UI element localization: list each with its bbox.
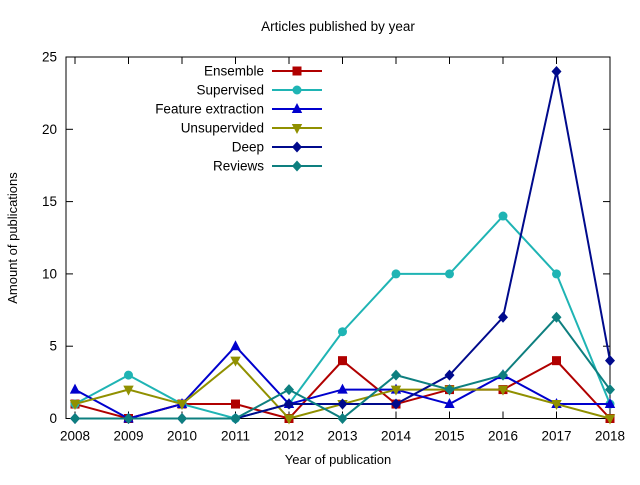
y-tick-label: 25 [42, 50, 57, 65]
legend-item-label: Feature extraction [155, 102, 264, 117]
series-marker-deep [605, 355, 615, 367]
series-marker-deep [551, 65, 562, 77]
series-marker-reviews [284, 384, 294, 396]
legend-item-label: Reviews [213, 159, 264, 174]
series-marker-reviews [605, 384, 615, 396]
series-marker-deep [284, 398, 294, 410]
legend-item-label: Deep [232, 140, 264, 155]
series-marker-feature-extraction [604, 398, 616, 409]
y-tick-label: 0 [49, 411, 57, 426]
series-marker-reviews [444, 384, 455, 396]
series-marker-supervised [338, 327, 347, 337]
chart-title: Articles published by year [261, 19, 415, 34]
y-tick-label: 10 [42, 266, 57, 281]
series-marker-unsupervided [176, 400, 188, 411]
series-marker-feature-extraction [69, 383, 81, 394]
series-marker-feature-extraction [337, 383, 348, 394]
x-tick-label: 2008 [60, 429, 90, 444]
series-marker-deep [498, 311, 508, 323]
series-marker-supervised [498, 211, 508, 221]
series-marker-unsupervided [497, 385, 509, 396]
x-tick-label: 2015 [434, 429, 464, 444]
series-marker-supervised [391, 269, 401, 279]
x-tick-label: 2014 [381, 429, 412, 444]
x-tick-label: 2010 [167, 429, 197, 444]
series-marker-unsupervided [283, 414, 295, 425]
legend-sample-marker [292, 160, 302, 172]
y-tick-label: 15 [42, 194, 57, 209]
y-tick-label: 20 [42, 122, 57, 137]
legend-sample-marker [291, 103, 303, 113]
x-tick-label: 2017 [541, 429, 571, 444]
series-marker-reviews [70, 413, 80, 424]
series-marker-deep [444, 369, 455, 381]
series-marker-feature-extraction [230, 340, 241, 351]
legend-sample-marker [292, 66, 302, 76]
legend-sample-marker [292, 85, 302, 95]
y-axis-label: Amount of publications [5, 172, 20, 304]
series-marker-reviews [177, 413, 187, 424]
series-marker-reviews [551, 311, 562, 323]
series-marker-reviews [123, 413, 134, 424]
x-tick-label: 2009 [113, 429, 143, 444]
y-tick-label: 5 [49, 339, 57, 354]
series-marker-reviews [391, 369, 401, 381]
series-marker-unsupervided [551, 400, 562, 411]
x-tick-label: 2018 [595, 429, 625, 444]
series-marker-reviews [498, 369, 508, 381]
series-marker-deep [337, 398, 348, 410]
series-marker-supervised [552, 269, 561, 279]
series-marker-supervised [445, 269, 454, 279]
series-marker-ensemble [231, 399, 240, 409]
legend-item-label: Unsupervided [181, 121, 264, 136]
series-marker-ensemble [552, 356, 561, 366]
x-tick-label: 2013 [327, 429, 357, 444]
series-marker-unsupervided [123, 385, 134, 396]
series-marker-deep [391, 398, 401, 410]
legend-item-label: Supervised [196, 83, 264, 98]
series-marker-unsupervided [390, 385, 402, 396]
x-tick-label: 2016 [488, 429, 518, 444]
x-axis-label: Year of publication [285, 452, 392, 467]
series-marker-unsupervided [230, 356, 241, 367]
legend-sample-marker [291, 124, 303, 134]
legend-item-label: Ensemble [204, 64, 264, 79]
series-marker-unsupervided [69, 400, 81, 411]
plot-area: 2008 2009 2010 2011 2012 2013 2014 2015 2016 2017… [42, 50, 625, 444]
series-marker-reviews [337, 413, 348, 424]
series-marker-feature-extraction [444, 398, 455, 409]
x-tick-label: 2012 [274, 429, 304, 444]
series-marker-unsupervided [604, 414, 616, 425]
x-tick-label: 2011 [221, 429, 250, 444]
series-marker-supervised [124, 370, 133, 380]
legend-sample-marker [292, 141, 302, 153]
series-marker-ensemble [338, 356, 347, 366]
series-marker-reviews [230, 413, 241, 424]
